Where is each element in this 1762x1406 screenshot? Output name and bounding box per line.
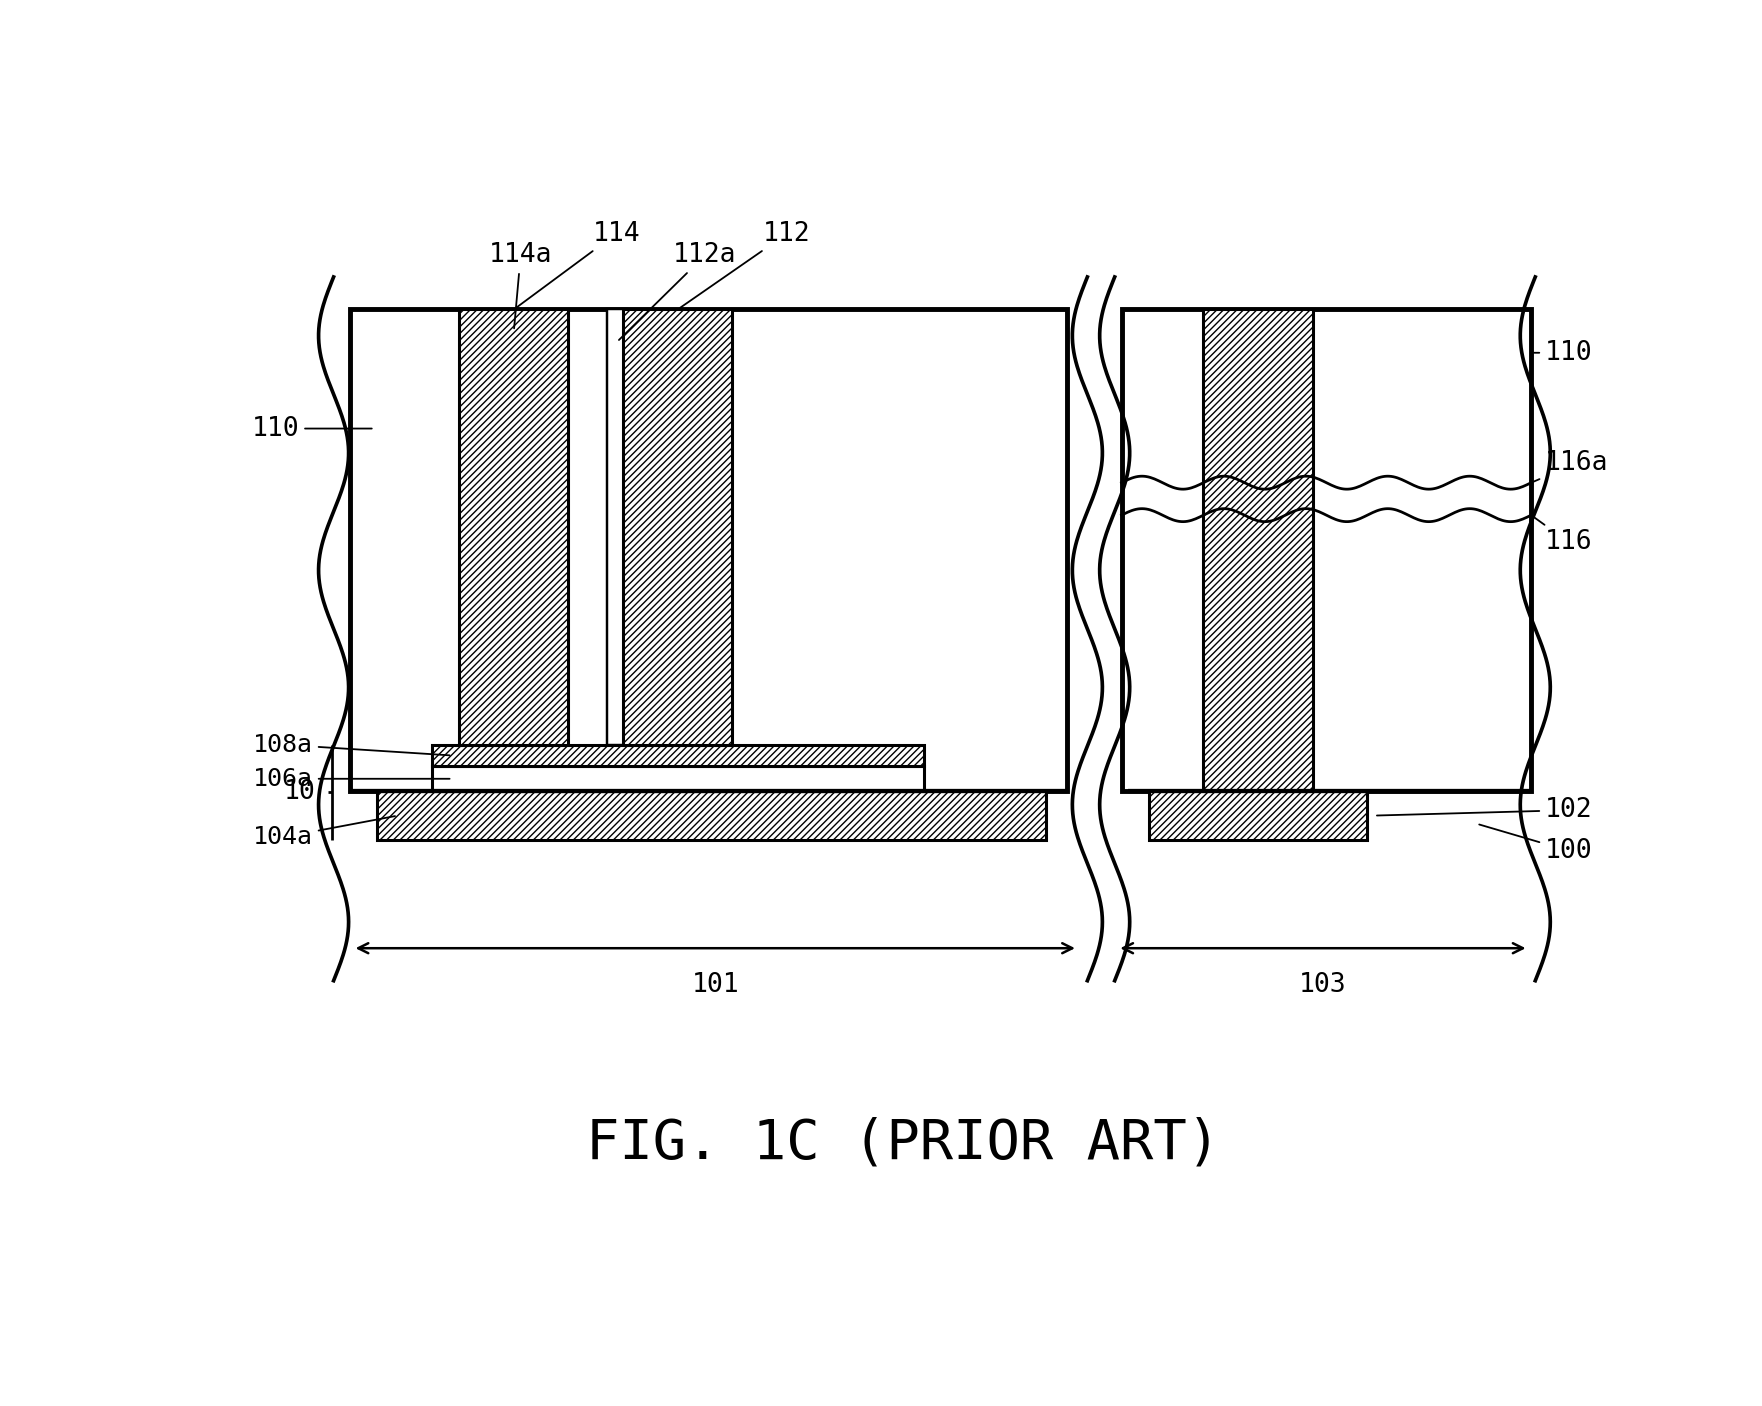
Bar [1203, 309, 1313, 792]
Text: 110: 110 [252, 416, 372, 441]
Text: 114a: 114a [488, 242, 553, 329]
Text: 110: 110 [1535, 340, 1593, 366]
Text: 100: 100 [1480, 824, 1593, 863]
Text: 114: 114 [516, 221, 640, 308]
Bar [1149, 792, 1367, 839]
Text: FIG. 1C (PRIOR ART): FIG. 1C (PRIOR ART) [587, 1116, 1219, 1170]
Text: 103: 103 [1299, 972, 1346, 998]
Bar [624, 309, 733, 745]
Text: 106a: 106a [254, 766, 449, 790]
Bar [351, 309, 1068, 792]
Text: 101: 101 [691, 972, 738, 998]
Bar [606, 309, 627, 745]
Bar [432, 745, 923, 766]
Text: 104a: 104a [254, 815, 395, 849]
Bar [377, 792, 1047, 839]
Text: 116a: 116a [1533, 450, 1609, 482]
Text: 108a: 108a [254, 733, 449, 756]
Bar [432, 766, 923, 792]
Bar [460, 309, 569, 745]
Text: 10: 10 [284, 779, 315, 806]
Bar [1121, 309, 1531, 792]
Text: 112a: 112a [618, 242, 737, 340]
Text: 116: 116 [1533, 517, 1593, 555]
Text: 112: 112 [680, 221, 811, 308]
Text: 102: 102 [1376, 797, 1593, 823]
